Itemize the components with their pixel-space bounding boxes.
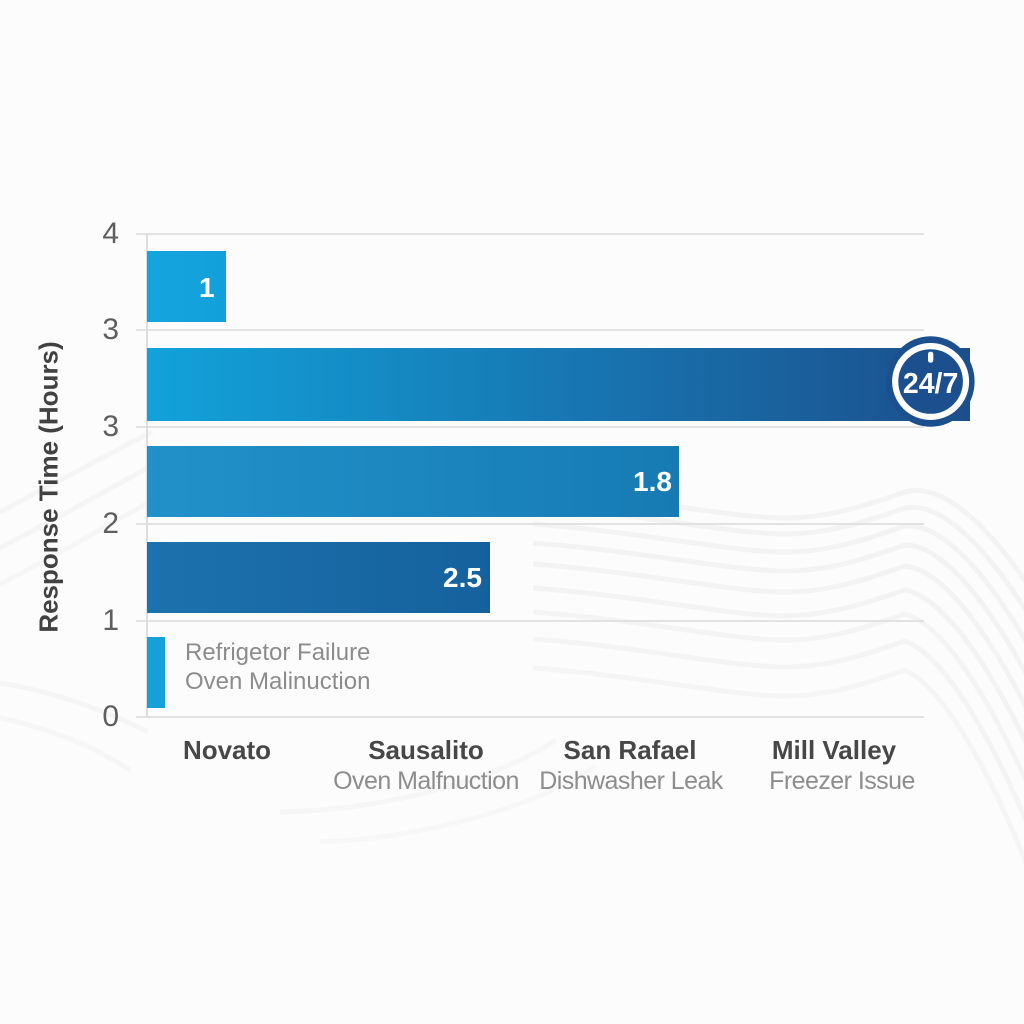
svg-text:24/7: 24/7 bbox=[903, 368, 958, 400]
